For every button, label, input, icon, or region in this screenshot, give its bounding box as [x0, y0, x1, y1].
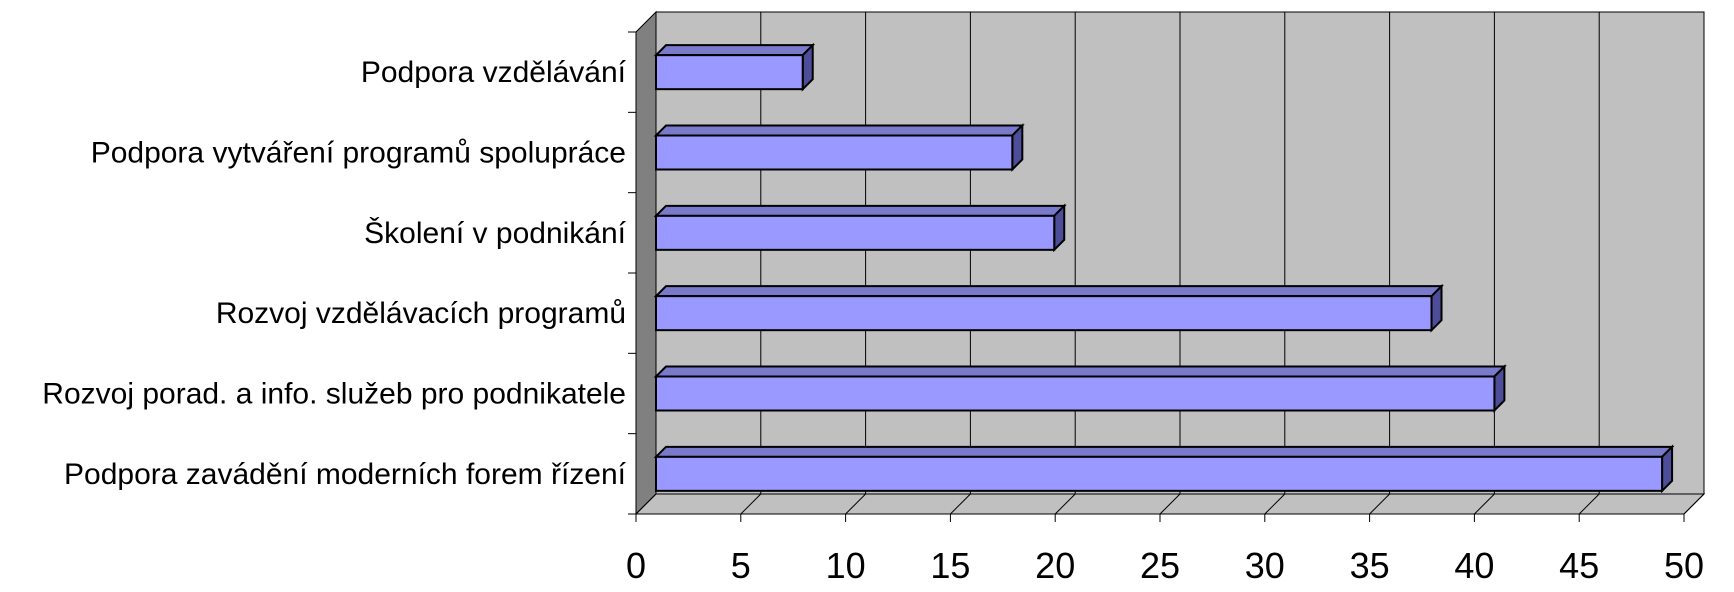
- gridline-floor: [740, 493, 762, 515]
- category-labels: Podpora vzdělávání Podpora vytváření prog…: [42, 56, 626, 491]
- x-tick-label: 50: [1664, 545, 1704, 586]
- x-tick-label: 0: [626, 545, 646, 586]
- bar-top: [653, 204, 1067, 217]
- gridline-floor: [950, 493, 971, 515]
- side-wall: [635, 10, 657, 516]
- bar-front: [655, 455, 1664, 492]
- x-tick-label: 15: [930, 545, 970, 586]
- gridline-floor: [1578, 493, 1600, 515]
- bar-front: [655, 295, 1433, 332]
- bar-front: [655, 54, 804, 91]
- gridline-floor: [1474, 493, 1495, 515]
- x-tick-label: 10: [826, 545, 866, 586]
- gridline-floor: [1054, 493, 1076, 515]
- x-tick-labels: 0 5 10 15 20 25 30 35 40 45 50: [626, 545, 1704, 586]
- x-tick-label: 35: [1350, 545, 1390, 586]
- category-label: Školení v podnikání: [364, 216, 627, 250]
- bar-front: [655, 375, 1496, 412]
- bar: [653, 283, 1444, 333]
- gridline-floor: [1683, 493, 1705, 515]
- gridline-floor: [845, 493, 866, 515]
- x-tick-label: 30: [1245, 545, 1285, 586]
- x-tick-label: 20: [1035, 545, 1075, 586]
- category-label: Podpora vytváření programů spolupráce: [91, 137, 626, 170]
- bar-front: [655, 214, 1056, 251]
- category-label: Podpora zavádění moderních forem řízení: [64, 458, 627, 491]
- x-tick-label: 45: [1559, 545, 1599, 586]
- bar-top: [653, 365, 1507, 378]
- bar: [653, 364, 1507, 413]
- bar: [653, 203, 1067, 253]
- gridline-floor: [1264, 493, 1286, 515]
- category-label: Podpora vzdělávání: [361, 56, 627, 89]
- bars: [653, 42, 1675, 494]
- x-tick-label: 25: [1140, 545, 1180, 586]
- bar: [653, 123, 1025, 172]
- category-label: Rozvoj vzdělávacích programů: [216, 297, 626, 330]
- bar-top: [653, 124, 1025, 137]
- bar-front: [655, 134, 1014, 171]
- gridline-floor: [1369, 493, 1390, 515]
- bar-top: [653, 44, 816, 57]
- gridline-floor: [635, 493, 657, 515]
- bar: [653, 42, 816, 92]
- bar: [653, 444, 1675, 494]
- category-label: Rozvoj porad. a info. služeb pro podnika…: [42, 378, 626, 411]
- x-tick-label: 40: [1454, 545, 1494, 586]
- gridline-floor: [1159, 493, 1181, 515]
- x-tick-label: 5: [731, 545, 751, 586]
- bar-top: [653, 285, 1444, 298]
- gridlines: [628, 12, 1705, 522]
- bar-top: [653, 445, 1675, 458]
